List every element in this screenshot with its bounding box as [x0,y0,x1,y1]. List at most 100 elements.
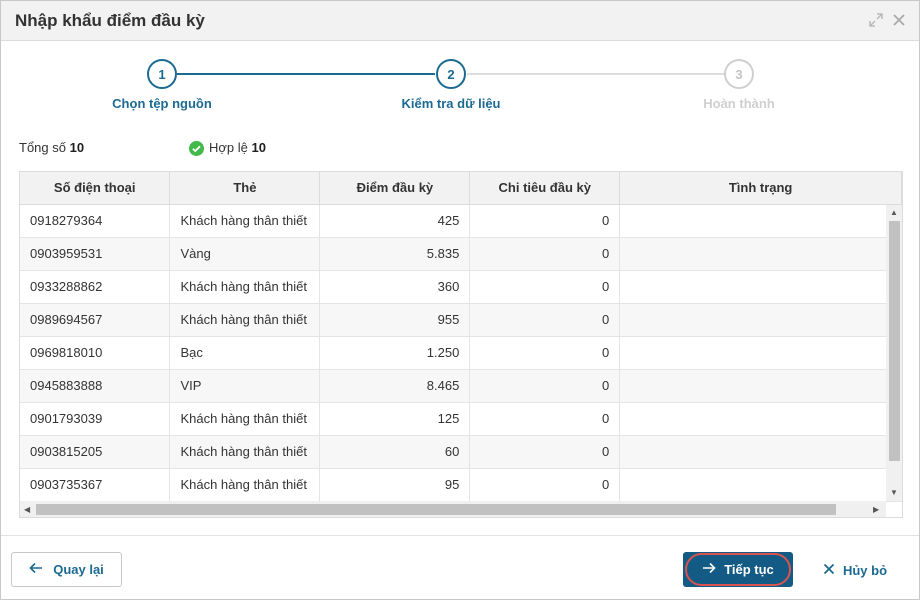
points-cell: 125 [319,402,471,436]
step-1-circle: 1 [147,59,177,89]
phone-cell: 0903815205 [20,435,171,469]
status-cell [619,270,902,304]
spending-cell: 0 [469,204,621,238]
status-cell [619,369,902,403]
card-cell: Bạc [169,336,321,370]
step-connector-2 [467,73,725,75]
phone-cell: 0903959531 [20,237,171,271]
valid-summary: Hợp lệ 10 [209,140,266,155]
card-cell: Khách hàng thân thiết [169,468,321,502]
points-cell: 955 [319,303,471,337]
spending-cell: 0 [469,336,621,370]
card-cell: Khách hàng thân thiết [169,303,321,337]
dialog-title: Nhập khẩu điểm đầu kỳ [15,11,205,30]
status-cell [619,435,902,469]
vertical-scrollbar[interactable]: ▲ ▼ [886,205,902,501]
table-row[interactable]: 0903735367 Khách hàng thân thiết 95 0 [20,468,902,502]
status-cell [619,303,902,337]
points-cell: 8.465 [319,369,471,403]
continue-button-label: Tiếp tục [724,562,774,577]
step-2-circle: 2 [436,59,466,89]
table-row[interactable]: 0903815205 Khách hàng thân thiết 60 0 [20,435,902,469]
phone-cell: 0903735367 [20,468,171,502]
vertical-scroll-thumb[interactable] [889,221,900,461]
scroll-left-icon[interactable]: ◀ [24,505,31,514]
phone-cell: 0918279364 [20,204,171,238]
cancel-button-label: Hủy bỏ [842,562,888,578]
cancel-button[interactable]: Hủy bỏ [813,554,897,586]
step-connector-1 [177,73,435,75]
horizontal-scroll-thumb[interactable] [36,504,836,515]
column-header[interactable]: Điểm đầu kỳ [319,172,471,205]
card-cell: VIP [169,369,321,403]
scroll-right-icon[interactable]: ▶ [873,505,880,514]
column-header[interactable]: Thẻ [169,172,321,205]
scroll-down-icon[interactable]: ▼ [890,488,898,497]
table-row[interactable]: 0945883888 VIP 8.465 0 [20,369,902,403]
data-grid: Số điện thoại Thẻ Điểm đầu kỳ Chi tiêu đ… [19,171,903,518]
phone-cell: 0901793039 [20,402,171,436]
table-row[interactable]: 0933288862 Khách hàng thân thiết 360 0 [20,270,902,304]
total-summary: Tổng số 10 [19,140,84,155]
step-2-label: Kiểm tra dữ liệu [401,96,501,111]
points-cell: 1.250 [319,336,471,370]
maximize-icon[interactable] [868,12,884,28]
spending-cell: 0 [469,468,621,502]
step-1-label: Chọn tệp nguồn [112,96,212,111]
close-x-icon [823,563,835,578]
column-header[interactable]: Số điện thoại [20,172,171,205]
status-cell [619,468,902,502]
points-cell: 425 [319,204,471,238]
total-value: 10 [69,140,85,155]
status-cell [619,336,902,370]
total-label: Tổng số [19,140,66,155]
table-row[interactable]: 0969818010 Bạc 1.250 0 [20,336,902,370]
column-header[interactable]: Tình trạng [619,172,902,205]
card-cell: Khách hàng thân thiết [169,270,321,304]
footer-divider [1,535,919,536]
step-3-circle: 3 [724,59,754,89]
card-cell: Khách hàng thân thiết [169,204,321,238]
spending-cell: 0 [469,369,621,403]
grid-table: Số điện thoại Thẻ Điểm đầu kỳ Chi tiêu đ… [20,172,902,502]
back-button[interactable]: Quay lại [11,552,122,587]
spending-cell: 0 [469,270,621,304]
status-cell [619,402,902,436]
valid-value: 10 [251,140,266,155]
points-cell: 360 [319,270,471,304]
card-cell: Khách hàng thân thiết [169,402,321,436]
continue-button[interactable]: Tiếp tục [683,552,793,587]
card-cell: Vàng [169,237,321,271]
spending-cell: 0 [469,303,621,337]
status-cell [619,204,902,238]
dialog-header: Nhập khẩu điểm đầu kỳ [1,1,919,41]
horizontal-scrollbar[interactable]: ◀ ▶ [20,501,886,517]
phone-cell: 0945883888 [20,369,171,403]
table-row[interactable]: 0901793039 Khách hàng thân thiết 125 0 [20,402,902,436]
spending-cell: 0 [469,237,621,271]
points-cell: 60 [319,435,471,469]
grid-header-row: Số điện thoại Thẻ Điểm đầu kỳ Chi tiêu đ… [20,172,902,205]
spending-cell: 0 [469,402,621,436]
card-cell: Khách hàng thân thiết [169,435,321,469]
table-row[interactable]: 0903959531 Vàng 5.835 0 [20,237,902,271]
table-row[interactable]: 0989694567 Khách hàng thân thiết 955 0 [20,303,902,337]
arrow-right-icon [702,562,716,577]
back-button-label: Quay lại [53,562,104,577]
points-cell: 5.835 [319,237,471,271]
spending-cell: 0 [469,435,621,469]
column-header[interactable]: Chi tiêu đầu kỳ [469,172,621,205]
arrow-left-icon [29,562,43,577]
check-circle-icon [189,141,204,156]
scroll-up-icon[interactable]: ▲ [890,208,898,217]
valid-label: Hợp lệ [209,140,248,155]
phone-cell: 0989694567 [20,303,171,337]
close-icon[interactable] [891,12,907,28]
status-cell [619,237,902,271]
phone-cell: 0933288862 [20,270,171,304]
phone-cell: 0969818010 [20,336,171,370]
table-row[interactable]: 0918279364 Khách hàng thân thiết 425 0 [20,204,902,238]
step-3-label: Hoàn thành [703,96,775,111]
points-cell: 95 [319,468,471,502]
